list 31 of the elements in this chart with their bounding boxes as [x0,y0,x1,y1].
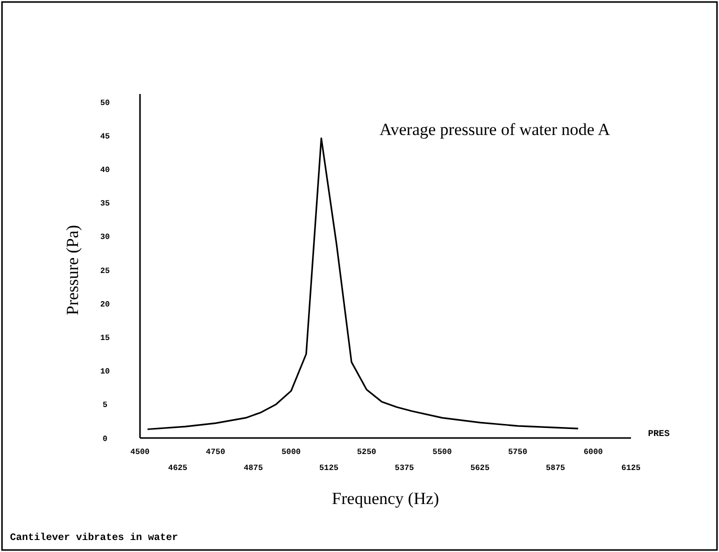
x2-tick-label: 5625 [470,464,490,473]
x2-tick-label: 4875 [244,464,264,473]
y-tick-label: 30 [100,233,110,242]
text: Cantilever vibrates in water [10,532,178,544]
x2-tick-label: 5375 [394,464,414,473]
x2-tick-label: 5125 [319,464,339,473]
x-tick-label: 4750 [206,448,226,457]
x-axis-title: Frequency (Hz) [332,489,440,508]
y-tick-label: 50 [100,98,110,108]
x2-tick-label: 6125 [621,464,641,473]
text: Average pressure of water node A [379,120,611,139]
y-tick-label: 20 [100,300,110,310]
x-tick-label: 5500 [432,448,452,457]
y-tick-label: 45 [100,132,110,142]
x-tick-label: 5750 [508,448,528,457]
y-tick-label: 15 [100,334,110,343]
x2-tick-label: 5875 [546,464,566,473]
y-tick-label: 25 [100,266,110,276]
y-tick-label: 35 [100,200,110,209]
x-tick-label: 4500 [130,448,150,457]
y-axis-title: Pressure (Pa) [63,224,82,316]
text: PRES [648,429,670,439]
x2-tick-label: 4625 [168,464,188,473]
y-tick-label: 0 [102,434,108,444]
y-tick-label: 40 [100,166,110,175]
x-tick-label: 5250 [357,448,376,457]
x-tick-label: 5000 [281,448,301,457]
y-tick-label: 10 [100,368,110,377]
y-tick-label: 5 [102,401,108,410]
x-tick-label: 6000 [584,448,604,457]
line-series [146,137,579,430]
